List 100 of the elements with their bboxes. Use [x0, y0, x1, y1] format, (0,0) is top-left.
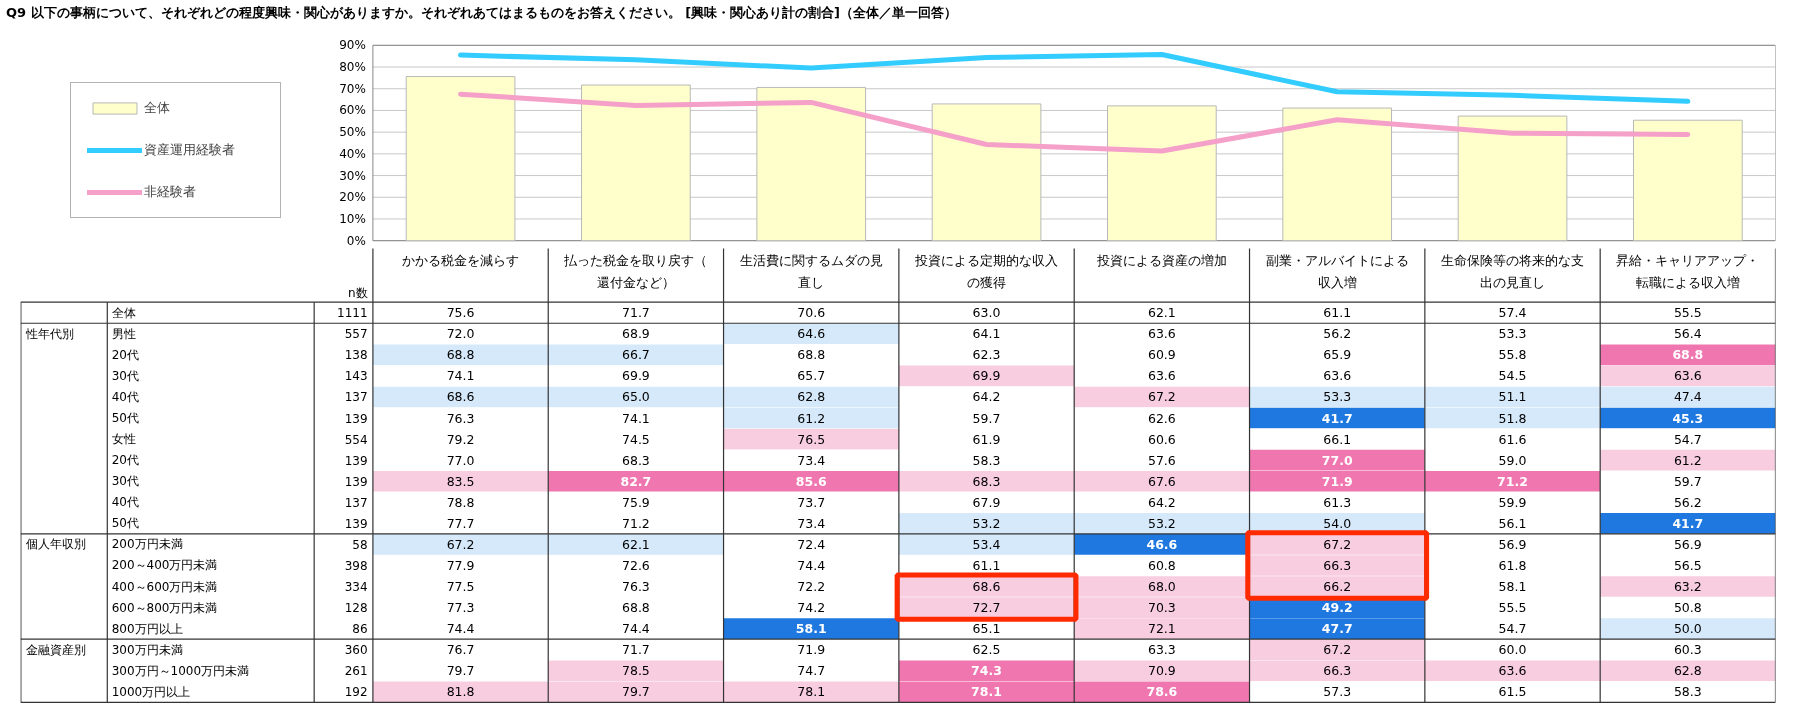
- data-label: 64.1: [972, 326, 1001, 342]
- data-label: 78.5: [621, 663, 650, 679]
- x-tick-label: 払った税金を取り戻す（還付金など）: [563, 252, 708, 291]
- data-label: 60.3: [1673, 642, 1702, 658]
- y2-tick-label: 139: [344, 411, 368, 426]
- data-label: 68.8: [621, 600, 650, 616]
- data-label: 83.5: [446, 473, 475, 489]
- y2-tick-label: 192: [344, 685, 368, 700]
- data-label: 64.2: [1147, 494, 1176, 510]
- y-tick-label: 50%: [339, 125, 366, 140]
- data-label: 65.1: [972, 621, 1001, 637]
- data-label: 72.0: [446, 326, 475, 342]
- y-tick-label: 1000万円以上: [111, 684, 191, 699]
- data-label: 54.7: [1498, 621, 1527, 637]
- x-tick-label: 生活費に関するムダの見直し: [739, 252, 883, 291]
- data-label: 68.0: [1147, 579, 1176, 595]
- y-tick-label: 80%: [339, 60, 366, 75]
- data-label: 67.2: [446, 536, 475, 552]
- data-label: 76.3: [446, 410, 475, 426]
- data-label: 74.5: [621, 431, 650, 447]
- data-label: 54.0: [1323, 515, 1352, 531]
- y-tick-label: 30%: [339, 168, 366, 183]
- data-label: 74.4: [621, 621, 650, 637]
- data-label: 59.9: [1498, 494, 1527, 510]
- data-label: 51.1: [1498, 389, 1527, 405]
- y-tick-label: 600～800万円未満: [111, 600, 218, 615]
- bar: [1632, 119, 1743, 242]
- y-tick-label: 300万円未満: [111, 642, 183, 657]
- data-label: 66.7: [621, 347, 650, 363]
- data-label: 73.4: [797, 452, 826, 468]
- data-label: 56.2: [1323, 326, 1352, 342]
- data-label: 68.8: [1672, 347, 1704, 363]
- data-label: 58.1: [1498, 579, 1527, 595]
- bar: [1282, 107, 1393, 242]
- data-label: 53.4: [972, 536, 1001, 552]
- data-label: 62.3: [972, 347, 1001, 363]
- data-label: 67.6: [1147, 473, 1176, 489]
- y-tick-label: 90%: [339, 38, 366, 53]
- data-label: 74.4: [446, 621, 475, 637]
- data-label: 66.3: [1323, 557, 1352, 573]
- data-label: 66.2: [1323, 579, 1352, 595]
- data-label: 71.2: [1497, 473, 1528, 489]
- data-label: 69.9: [621, 368, 650, 384]
- data-label: 72.6: [621, 557, 650, 573]
- y-tick-label: 200～400万円未満: [111, 558, 218, 573]
- y2-tick-label: 137: [344, 495, 368, 510]
- data-label: 61.1: [972, 557, 1001, 573]
- bar: [405, 76, 516, 242]
- y-tick-label: 200万円未満: [111, 537, 183, 552]
- data-label: 63.0: [972, 305, 1001, 321]
- data-label: 59.0: [1498, 452, 1527, 468]
- data-label: 63.3: [1147, 642, 1176, 658]
- y-tick-label: 50代: [111, 411, 139, 426]
- text: 個人年収別: [25, 537, 86, 552]
- data-label: 53.2: [1147, 515, 1176, 531]
- data-label: 77.0: [1321, 452, 1353, 468]
- y2-tick-label: 557: [344, 327, 368, 342]
- data-label: 78.6: [1146, 684, 1178, 700]
- y-tick-label: 10%: [339, 211, 366, 226]
- data-label: 63.2: [1673, 579, 1702, 595]
- data-label: 57.6: [1147, 452, 1176, 468]
- data-label: 55.5: [1673, 305, 1702, 321]
- data-label: 69.9: [972, 368, 1001, 384]
- data-label: 68.3: [621, 452, 650, 468]
- data-label: 71.7: [621, 642, 650, 658]
- chart-title: Q9 以下の事柄について、それぞれどの程度興味・関心がありますか。それぞれあてはまるものをお答えください。 [興味・関心あり計の割合]（全体／単一回答）: [6, 4, 958, 22]
- y2-tick-label: 1111: [337, 306, 368, 321]
- y-tick-label: 0%: [346, 233, 366, 248]
- text: 金融資産別: [25, 642, 86, 657]
- data-label: 62.8: [797, 389, 826, 405]
- x-tick-label: 投資による資産の増加: [1095, 252, 1227, 268]
- data-label: 61.1: [1323, 305, 1352, 321]
- data-label: 67.2: [1323, 536, 1352, 552]
- data-label: 60.9: [1147, 347, 1176, 363]
- data-label: 56.2: [1673, 494, 1702, 510]
- data-label: 53.3: [1498, 326, 1527, 342]
- y-tick-label: 男性: [111, 326, 136, 341]
- data-label: 56.1: [1498, 515, 1527, 531]
- data-label: 75.6: [446, 305, 475, 321]
- y-tick-label: 20代: [111, 453, 139, 468]
- data-label: 61.9: [972, 431, 1001, 447]
- data-label: 77.5: [446, 579, 475, 595]
- data-label: 72.7: [972, 600, 1001, 616]
- data-label: 53.2: [972, 515, 1001, 531]
- y2-tick-label: 86: [352, 622, 368, 637]
- y2-tick-label: 143: [344, 369, 368, 384]
- y-tick-label: 女性: [111, 432, 136, 447]
- data-label: 60.8: [1147, 557, 1176, 573]
- data-label: 62.8: [1673, 663, 1702, 679]
- data-label: 59.7: [972, 410, 1001, 426]
- data-label: 61.2: [1673, 452, 1702, 468]
- data-label: 61.2: [797, 410, 826, 426]
- data-label: 68.8: [446, 347, 475, 363]
- data-label: 64.6: [797, 326, 826, 342]
- data-label: 67.2: [1147, 389, 1176, 405]
- x-tick-label: 昇給・キャリアアップ・転職による収入増: [1616, 252, 1760, 291]
- data-label: 61.6: [1498, 431, 1527, 447]
- data-label: 63.6: [1147, 368, 1176, 384]
- data-label: 73.4: [797, 515, 826, 531]
- x-tick-label: 生命保険等の将来的な支出の見直し: [1441, 252, 1585, 291]
